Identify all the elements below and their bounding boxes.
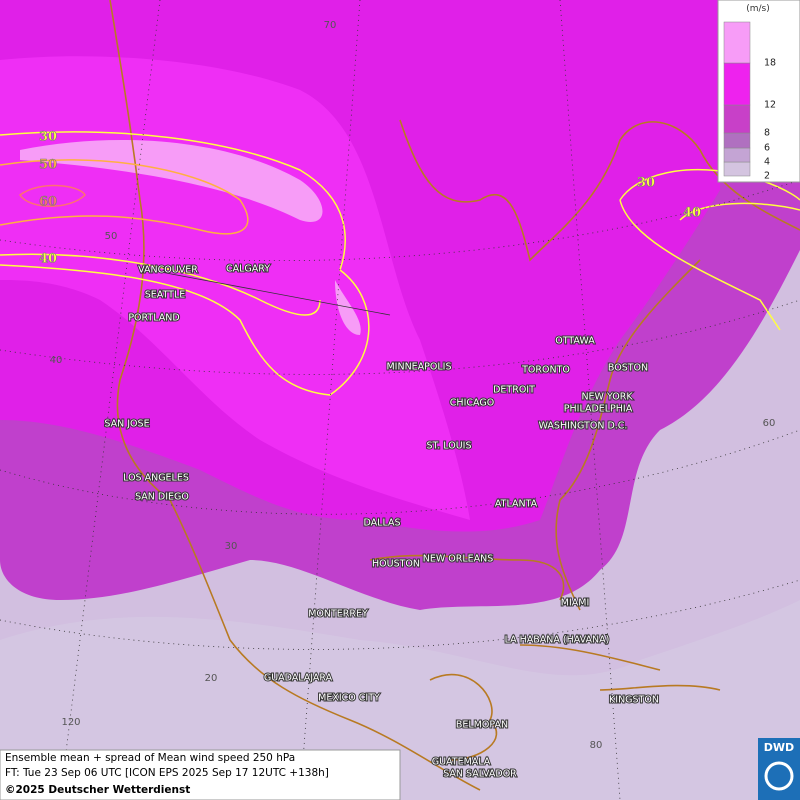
legend-band <box>723 132 751 149</box>
city-label: HOUSTON <box>372 559 420 570</box>
city-label: CHICAGO <box>450 398 494 409</box>
grid-label: 60 <box>763 418 776 429</box>
legend-level: 12 <box>764 100 776 111</box>
grid-label: 120 <box>61 717 80 728</box>
logo-text: DWD <box>764 741 794 754</box>
legend-level: 18 <box>764 58 776 69</box>
city-label: GUADALAJARA <box>264 673 333 684</box>
legend: (m/s) 2 4 6 8 12 18 <box>717 0 800 183</box>
legend-level: 4 <box>764 157 770 168</box>
city-label: MINNEAPOLIS <box>386 362 451 373</box>
city-label: BELMOPAN <box>456 720 508 731</box>
border <box>149 269 391 316</box>
city-label: NEW ORLEANS <box>423 554 494 565</box>
city-label: WASHINGTON D.C. <box>539 421 628 432</box>
info-line: Ensemble mean + spread of Mean wind spee… <box>5 752 295 764</box>
city-label: DALLAS <box>364 518 401 529</box>
info-line: ©2025 Deutscher Wetterdienst <box>5 784 190 796</box>
legend-unit: (m/s) <box>746 4 770 14</box>
coastlines <box>109 0 800 791</box>
city-label: NEW YORK <box>581 392 633 403</box>
city-label: DETROIT <box>493 385 535 396</box>
city-label: GUATEMALA <box>432 757 491 768</box>
city-label: MONTERREY <box>308 609 368 620</box>
legend-level: 8 <box>764 128 770 139</box>
legend-band <box>723 147 751 163</box>
city-label: OTTAWA <box>555 336 595 347</box>
city-label: KINGSTON <box>609 695 659 706</box>
legend-level: 6 <box>764 143 770 154</box>
contour-label: 40 <box>39 252 57 267</box>
legend-band <box>723 161 751 177</box>
contours <box>0 131 800 396</box>
grid-label: 50 <box>105 231 118 242</box>
legend-band <box>723 62 751 106</box>
contour-label: 60 <box>39 195 57 210</box>
grid-label: 30 <box>225 541 238 552</box>
city-label: MIAMI <box>561 598 590 609</box>
legend-band <box>723 21 751 64</box>
city-label: MEXICO CITY <box>318 693 380 704</box>
legend-level: 2 <box>764 171 770 182</box>
city-label: ATLANTA <box>495 499 538 510</box>
city-label: PHILADELPHIA <box>564 404 633 415</box>
logo-icon <box>764 761 794 791</box>
city-label: SAN JOSE <box>104 419 149 430</box>
grid-label: 70 <box>324 20 337 31</box>
contour-label: 50 <box>39 158 57 173</box>
city-label: BOSTON <box>608 363 648 374</box>
contour-label: 30 <box>39 130 57 145</box>
city-label: ST. LOUIS <box>427 441 472 452</box>
city-label: CALGARY <box>226 264 270 275</box>
city-label: SAN DIEGO <box>135 492 189 503</box>
legend-band <box>723 104 751 134</box>
grid-label: 20 <box>205 673 218 684</box>
grid-label: 40 <box>50 355 63 366</box>
city-label: PORTLAND <box>128 313 179 324</box>
contour-label: 30 <box>637 176 655 191</box>
labels: VANCOUVER CALGARY SEATTLE PORTLAND MINNEAPOL… <box>39 20 776 781</box>
city-label: SEATTLE <box>145 290 186 301</box>
city-label: VANCOUVER <box>138 265 198 276</box>
city-label: LA HABANA (HAVANA) <box>505 635 610 646</box>
city-label: TORONTO <box>521 365 570 376</box>
grid-label: 80 <box>590 740 603 751</box>
contour-label: 40 <box>683 206 701 221</box>
city-label: SAN SALVADOR <box>443 769 517 780</box>
city-label: LOS ANGELES <box>123 473 189 484</box>
info-box <box>0 749 401 800</box>
info-line: FT: Tue 23 Sep 06 UTC [ICON EPS 2025 Sep… <box>5 767 329 779</box>
